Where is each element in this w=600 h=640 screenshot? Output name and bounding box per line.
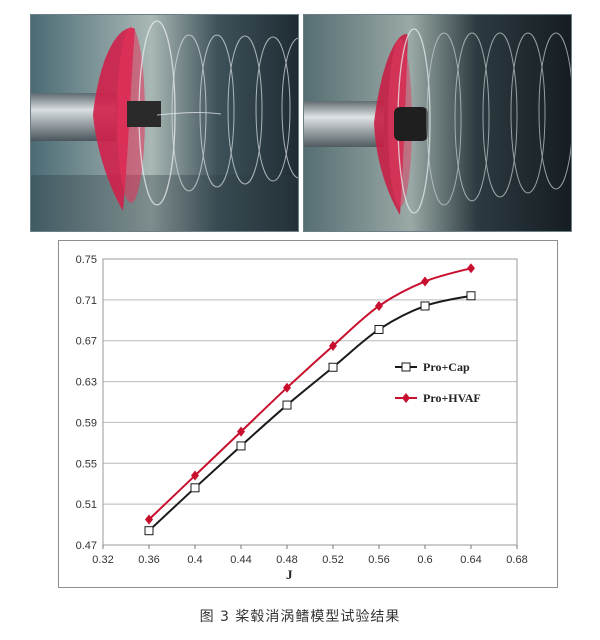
legend: Pro+Cap Pro+HVAF: [395, 360, 481, 405]
y-tick-label: 0.47: [76, 540, 97, 552]
x-tick-label: 0.44: [230, 554, 251, 566]
x-tick-label: 0.68: [506, 554, 527, 566]
y-tick-label: 0.63: [76, 377, 97, 389]
y-tick-label: 0.71: [76, 295, 97, 307]
series: [144, 263, 476, 536]
x-tick-label: 0.32: [92, 554, 113, 566]
x-tick-label: 0.52: [322, 554, 343, 566]
data-point: [374, 324, 384, 334]
data-point: [145, 514, 153, 525]
data-point: [283, 382, 291, 393]
x-tick-label: 0.64: [460, 554, 481, 566]
legend-marker: [402, 393, 410, 403]
y-tick-labels: 0.47 0.51 0.55 0.59 0.63 0.67 0.71 0.75: [76, 254, 97, 552]
y-tick-label: 0.55: [76, 458, 97, 470]
x-tick-label: 0.36: [138, 554, 159, 566]
data-point: [467, 263, 475, 274]
data-point: [236, 441, 246, 451]
performance-chart: 0.47 0.51 0.55 0.59 0.63 0.67 0.71 0.75 0.32 0.3…: [58, 240, 558, 588]
propeller-with-hvaf-icon: [304, 15, 571, 231]
legend-item: Pro+HVAF: [395, 391, 481, 405]
data-point: [237, 426, 245, 437]
series-pro-hvaf: [145, 263, 475, 525]
y-tick-label: 0.75: [76, 254, 97, 266]
data-point: [144, 526, 154, 536]
data-point: [282, 400, 292, 410]
propeller-hvaf-photo: [303, 14, 572, 232]
data-point: [420, 301, 430, 311]
data-point: [375, 300, 383, 311]
x-axis-label: J: [286, 567, 293, 582]
x-tick-label: 0.56: [368, 554, 389, 566]
propeller-cap-photo: [30, 14, 299, 232]
propeller-with-cap-icon: [31, 15, 298, 231]
legend-label: Pro+Cap: [423, 360, 470, 374]
x-tick-label: 0.6: [417, 554, 432, 566]
y-tick-label: 0.51: [76, 499, 97, 511]
plot-area: [102, 258, 518, 546]
legend-label: Pro+HVAF: [423, 391, 481, 405]
x-tick-labels: 0.32 0.36 0.4 0.44 0.48 0.52 0.56 0.6 0.64 0.68: [92, 554, 527, 566]
legend-item: Pro+Cap: [395, 360, 470, 374]
data-point: [328, 362, 338, 372]
legend-marker: [401, 362, 411, 372]
series-line: [148, 294, 472, 532]
data-point: [190, 483, 200, 493]
series-pro-cap: [144, 291, 476, 536]
data-point: [191, 470, 199, 481]
data-point: [329, 340, 337, 351]
x-tick-label: 0.48: [276, 554, 297, 566]
x-tick-label: 0.4: [187, 554, 202, 566]
y-tick-label: 0.67: [76, 336, 97, 348]
data-point: [466, 291, 476, 301]
figure-caption: 图 3 桨毂消涡鳍模型试验结果: [199, 609, 401, 625]
series-line: [148, 267, 472, 521]
y-tick-label: 0.59: [76, 417, 97, 429]
data-point: [421, 276, 429, 287]
chart-canvas: 0.470.510.550.590.630.670.710.75 0.32 0.3…: [76, 254, 528, 582]
axes: [102, 258, 518, 549]
